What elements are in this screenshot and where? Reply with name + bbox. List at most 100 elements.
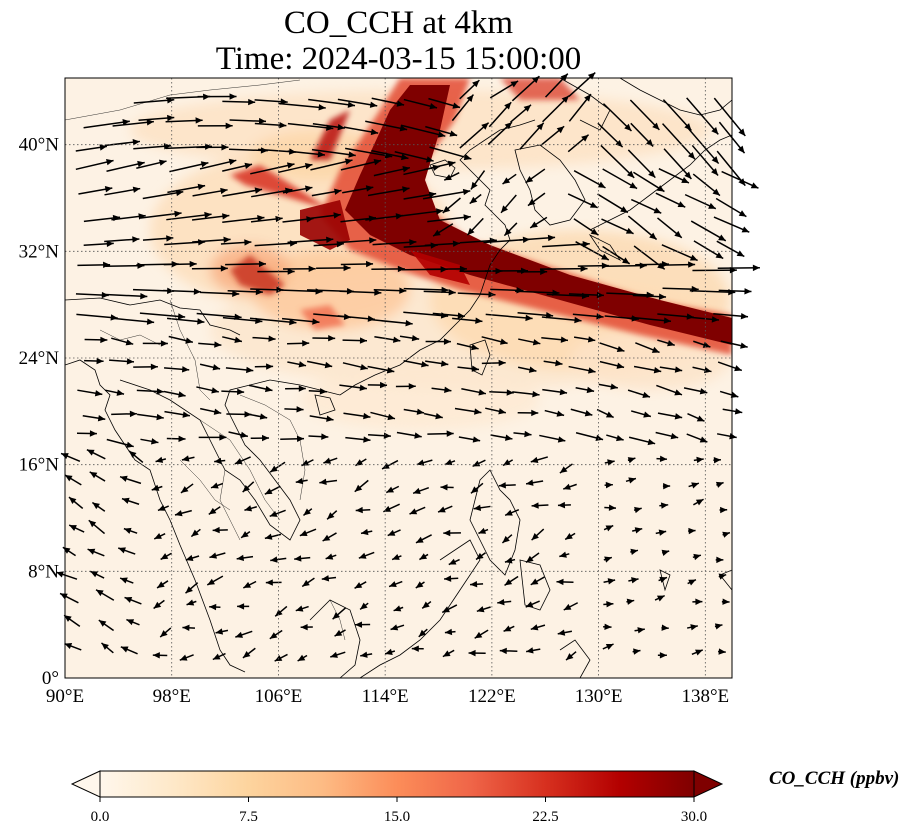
wind-arrow (431, 386, 452, 394)
wind-arrow (693, 498, 704, 506)
wind-arrow (427, 430, 454, 437)
wind-arrow (75, 291, 109, 299)
wind-arrow (527, 192, 546, 207)
wind-arrow (285, 385, 306, 392)
wind-arrow (565, 651, 577, 661)
x-axis-ticks: 90°E 98°E 106°E 114°E 122°E 130°E 138°E (46, 686, 729, 707)
wind-arrow (567, 134, 590, 153)
wind-arrow (626, 598, 635, 605)
wind-arrow (89, 570, 105, 579)
wind-arrow (142, 340, 168, 347)
wind-arrow (307, 360, 333, 369)
wind-arrow (692, 366, 712, 374)
wind-arrow (248, 384, 273, 393)
wind-arrow (715, 197, 747, 218)
wind-arrow (719, 506, 728, 514)
wind-arrow (179, 654, 194, 661)
wind-arrow (542, 388, 568, 396)
wind-arrow (470, 581, 484, 588)
wind-arrow (657, 339, 675, 347)
wind-arrow (142, 235, 174, 242)
wind-arrow (603, 578, 616, 585)
wind-arrow (632, 293, 667, 300)
wind-arrow (559, 463, 573, 474)
wind-arrow (720, 340, 748, 349)
wind-arrow (661, 549, 670, 556)
wind-arrow (345, 436, 371, 443)
wind-arrow (367, 365, 395, 374)
wind-arrow (370, 411, 396, 421)
wind-arrow (630, 198, 662, 214)
wind-arrow (498, 482, 516, 489)
wind-arrow (323, 457, 338, 464)
wind-arrow (153, 599, 165, 610)
wind-arrow (111, 317, 155, 325)
wind-arrow (395, 383, 416, 390)
wind-arrow (504, 509, 520, 516)
wind-arrow (337, 98, 378, 108)
wind-arrow (531, 502, 549, 509)
wind-arrow (661, 624, 669, 631)
wind-arrow (299, 528, 317, 537)
wind-vectors (56, 71, 760, 662)
wind-arrow (442, 649, 455, 658)
wind-arrow (151, 484, 163, 491)
wind-arrow (658, 576, 668, 583)
wind-arrow (458, 436, 481, 443)
wind-arrow (169, 161, 209, 173)
x-tick-label: 106°E (255, 686, 303, 707)
wind-arrow (570, 408, 593, 417)
wind-arrow (252, 335, 276, 342)
wind-arrow (713, 456, 721, 464)
wind-arrow (687, 413, 705, 422)
wind-arrow (106, 160, 145, 172)
wind-arrow (478, 527, 489, 535)
wind-arrow (156, 580, 169, 589)
wind-arrow (56, 571, 78, 580)
wind-arrow (633, 365, 662, 374)
wind-arrow (525, 552, 540, 564)
wind-arrow (421, 600, 432, 609)
wind-arrow (597, 122, 624, 148)
wind-arrow (627, 457, 636, 464)
wind-arrow (573, 336, 596, 343)
wind-arrow (573, 218, 599, 236)
wind-arrow (598, 383, 618, 390)
wind-arrow (222, 187, 263, 197)
wind-arrow (517, 366, 537, 373)
wind-arrow (517, 268, 548, 275)
wind-arrow (164, 366, 190, 373)
wind-arrow (470, 482, 484, 494)
wind-arrow (634, 627, 645, 634)
colorbar-tick-label: 7.5 (239, 809, 258, 825)
wind-arrow (287, 236, 334, 244)
wind-arrow (490, 434, 513, 441)
wind-arrow (686, 126, 720, 165)
wind-arrow (196, 144, 229, 151)
wind-arrow (159, 627, 172, 638)
wind-arrow (627, 389, 651, 398)
wind-arrow (360, 528, 373, 536)
wind-arrow (89, 471, 106, 482)
wind-arrow (657, 217, 683, 239)
wind-arrow (117, 547, 136, 555)
wind-arrow (525, 479, 544, 486)
wind-arrow (83, 240, 114, 247)
wind-arrow (544, 409, 565, 417)
wind-arrow (488, 101, 512, 128)
wind-arrow (693, 456, 704, 464)
wind-arrow (437, 505, 453, 513)
wind-arrow (294, 555, 311, 562)
wind-arrow (409, 506, 426, 515)
wind-arrow (564, 532, 576, 541)
wind-arrow (312, 335, 336, 342)
wind-arrow (425, 338, 451, 345)
wind-arrow (635, 261, 670, 268)
wind-arrow (656, 455, 668, 463)
wind-arrow (250, 162, 295, 175)
wind-arrow (444, 628, 456, 636)
wind-arrow (104, 186, 141, 196)
wind-arrow (529, 216, 548, 229)
wind-arrow (606, 434, 624, 442)
wind-arrow (181, 455, 195, 462)
